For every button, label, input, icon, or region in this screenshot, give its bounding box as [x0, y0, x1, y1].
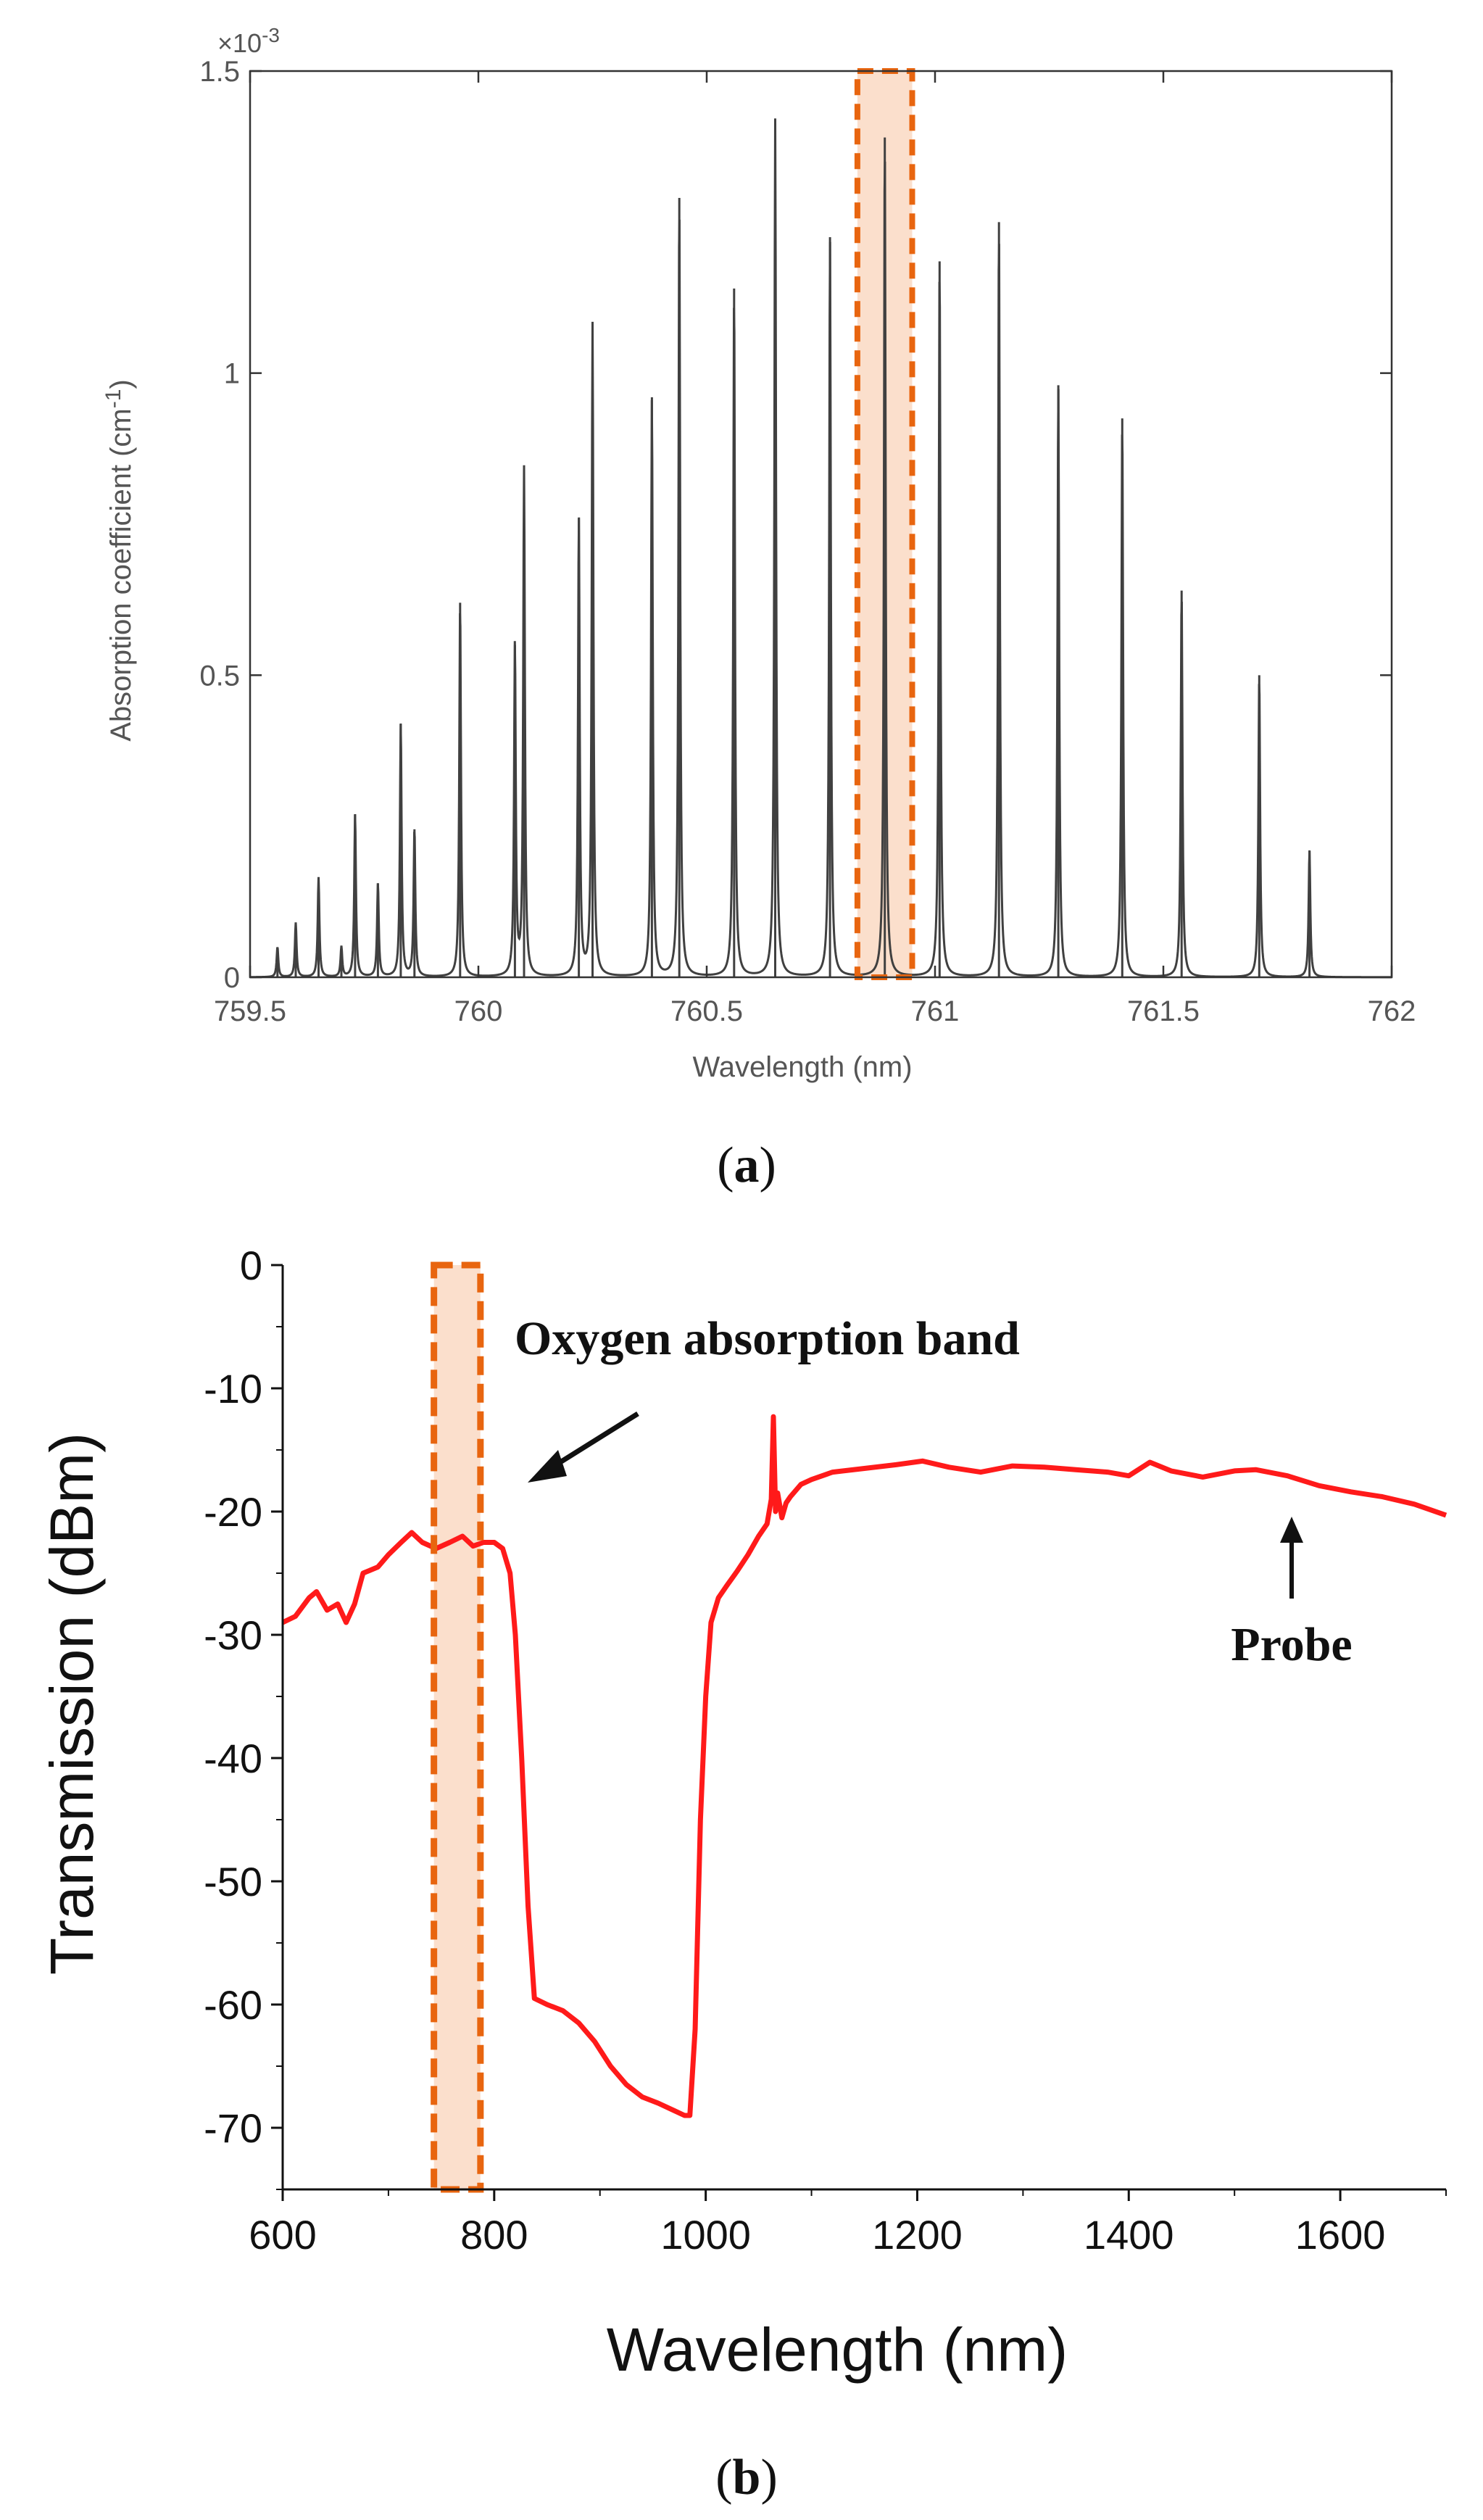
panel-b-y-tick-label-1: -10: [204, 1366, 262, 1412]
panel-a-x-tick-label-3: 761: [911, 995, 960, 1027]
panel-b-x-tick-label-5: 1600: [1295, 2212, 1386, 2258]
panel-b-probe-arrow: [1280, 1517, 1303, 1599]
panel-b-x-tick-label-0: 600: [249, 2212, 316, 2258]
panel-a-axes-frame: [249, 70, 1393, 979]
panel-a-y-tick-label-0: 0: [224, 962, 240, 994]
panel-b-y-tick-label-4: -40: [204, 1736, 262, 1781]
panel-a-caption-close: ): [760, 1137, 776, 1193]
panel-a-y-axis-label: Absorption coefficient (cm-1): [101, 379, 137, 742]
panel-b-y-tick-label-6: -60: [204, 1982, 262, 2028]
panel-a-multiplier-base: ×10: [217, 28, 262, 58]
panel-a-y-multiplier: ×10-3: [217, 24, 280, 58]
panel-a-caption-letter: a: [734, 1137, 760, 1193]
panel-a-y-label-sup: -1: [101, 389, 125, 409]
panel-b-probe-annotation: Probe: [1231, 1618, 1352, 1671]
panel-a-absorption-line: [249, 118, 1392, 979]
panel-a-peak-markers: [276, 119, 1311, 977]
panel-b-x-tick-label-4: 1400: [1084, 2212, 1174, 2258]
panel-b-axes: [281, 1265, 1446, 2191]
panel-a-absorption-chart: 759.5 760 760.5 761 761.5 762 00.511.5 ×10-3 …: [101, 24, 1416, 1193]
panel-b-caption-open: (: [715, 2450, 732, 2506]
panel-b-y-tick-label-7: -70: [204, 2105, 262, 2151]
panel-a-x-tick-label-2: 760.5: [670, 995, 743, 1027]
panel-a-x-tick-label-0: 759.5: [214, 995, 286, 1027]
panel-b-caption-close: ): [760, 2450, 777, 2506]
panel-b-caption-letter: b: [733, 2450, 761, 2506]
panel-b-transmission-line: [281, 1414, 1447, 2118]
panel-b-x-axis-label: Wavelength (nm): [607, 2316, 1068, 2384]
panel-b-y-tick-label-3: -30: [204, 1612, 262, 1658]
panel-a-caption: (a): [717, 1137, 776, 1193]
panel-b-band-arrow-shaft: [549, 1412, 639, 1470]
panel-b-x-ticks: 600 800 1000 1200 1400 1600: [249, 2189, 1447, 2258]
panel-b-caption: (b): [715, 2450, 778, 2506]
panel-b-x-tick-label-2: 1000: [660, 2212, 751, 2258]
panel-b-x-tick-label-3: 1200: [872, 2212, 963, 2258]
panel-b-transmission-chart: 600 800 1000 1200 1400 1600 0 -10 -20 -30 -40 -50 -…: [38, 1243, 1447, 2506]
panel-b-highlight-region: [433, 1265, 481, 2189]
panel-b-y-axis-label: Transmission (dBm): [38, 1433, 106, 1975]
panel-b-probe-arrow-head: [1280, 1517, 1303, 1543]
panel-a-y-ticks: 0 0.5 1 1.5: [199, 56, 1392, 994]
panel-a-multiplier-exp: -3: [262, 24, 280, 46]
panel-b-y-tick-label-2: -20: [204, 1489, 262, 1535]
panel-b-x-tick-label-1: 800: [460, 2212, 528, 2258]
panel-b-y-ticks: 0 -10 -20 -30 -40 -50 -60 -70: [204, 1243, 283, 2190]
panel-a-x-axis-label: Wavelength (nm): [692, 1051, 912, 1083]
panel-a-x-tick-label-1: 760: [454, 995, 503, 1027]
panel-b-y-tick-label-5: -50: [204, 1859, 262, 1904]
panel-a-absorption-curve: [249, 118, 1392, 979]
panel-a-x-tick-label-5: 762: [1368, 995, 1416, 1027]
panel-a-x-tick-label-4: 761.5: [1127, 995, 1200, 1027]
panel-a-y-label-main: Absorption coefficient (cm: [105, 408, 137, 741]
panel-b-y-tick-label-0: 0: [240, 1243, 262, 1288]
panel-b-band-arrow-head: [528, 1450, 567, 1483]
panel-a-y-label-close: ): [105, 379, 137, 389]
panel-a-caption-open: (: [717, 1137, 734, 1193]
panel-a-x-ticks: 759.5 760 760.5 761 761.5 762: [214, 71, 1416, 1027]
panel-a-y-tick-label-2: 1: [224, 358, 240, 390]
panel-b-oxygen-band-annotation: Oxygen absorption band: [515, 1312, 1020, 1365]
panel-a-y-tick-label-1: 0.5: [199, 660, 240, 692]
panel-b-band-arrow: [528, 1412, 639, 1483]
panel-a-y-tick-label-3: 1.5: [199, 56, 240, 88]
